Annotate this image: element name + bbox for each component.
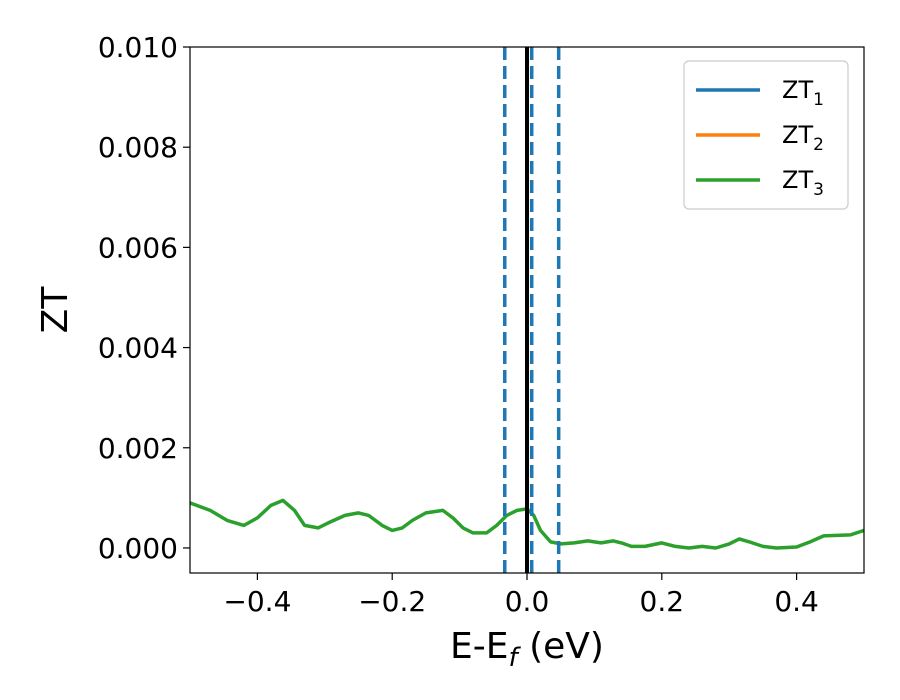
x-axis-label-main: E-E [450, 626, 508, 667]
y-axis: 0.000 0.002 0.004 0.006 0.008 0.010 [98, 31, 190, 565]
legend-label-1: ZT1 [782, 76, 824, 110]
legend-box [683, 60, 849, 210]
plot-area [190, 47, 864, 573]
legend-label-3: ZT3 [782, 166, 824, 200]
y-tick-label: 0.004 [98, 332, 178, 365]
y-tick-label: 0.006 [98, 231, 178, 264]
x-tick-label: 0.4 [774, 585, 819, 618]
legend-label-2: ZT2 [782, 121, 824, 155]
x-tick-label: −0.4 [223, 585, 291, 618]
x-axis-label: E-Ef (eV) [450, 626, 604, 673]
y-tick-label: 0.002 [98, 432, 178, 465]
y-tick-label: 0.000 [98, 532, 178, 565]
x-axis: −0.4 −0.2 0.0 0.2 0.4 [223, 573, 819, 618]
legend: ZT1 ZT2 ZT3 [683, 60, 849, 210]
x-axis-label-unit: (eV) [518, 626, 604, 667]
x-tick-label: 0.0 [505, 585, 550, 618]
y-tick-label: 0.010 [98, 31, 178, 64]
y-axis-label: ZT [35, 286, 76, 334]
x-tick-label: 0.2 [640, 585, 685, 618]
y-tick-label: 0.008 [98, 131, 178, 164]
x-tick-label: −0.2 [358, 585, 426, 618]
